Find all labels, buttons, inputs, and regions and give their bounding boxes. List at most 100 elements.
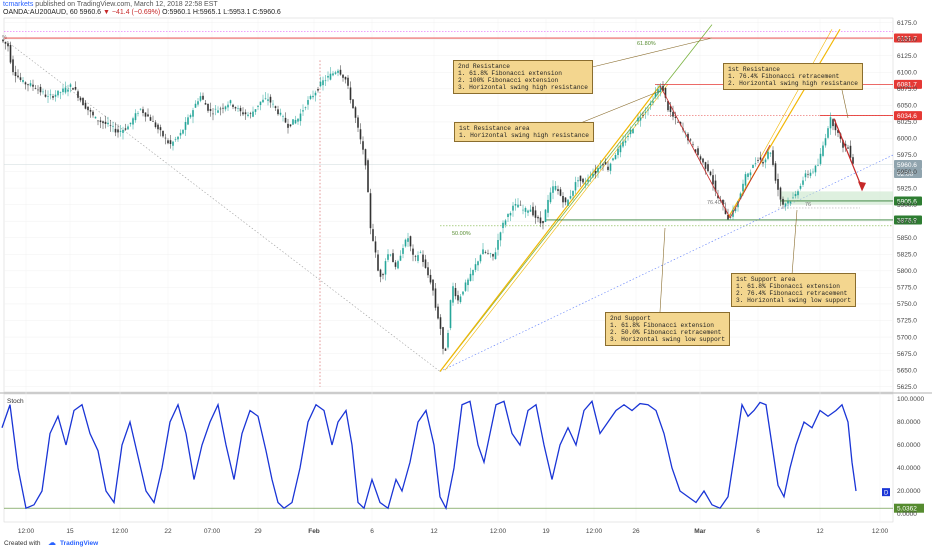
candle-body xyxy=(844,143,847,147)
candle-body xyxy=(687,133,689,141)
created-with-label: Created with xyxy=(4,540,41,547)
candle-body xyxy=(812,171,814,173)
y-tick-label: 5700.0 xyxy=(897,334,917,341)
candle-body xyxy=(387,254,389,260)
candle-body xyxy=(752,164,754,169)
price-badge-label: 5876.9 xyxy=(897,217,917,224)
price-badge-label: 5905.6 xyxy=(897,198,917,205)
candle-body xyxy=(237,108,239,109)
callout-title: 1st Resistance area xyxy=(459,125,530,132)
x-tick-label: 6 xyxy=(370,528,374,535)
y-tick-label: 5825.0 xyxy=(897,252,917,259)
arrow-head xyxy=(858,181,866,192)
candle-body xyxy=(54,94,57,97)
candle-body xyxy=(674,116,677,118)
candle-body xyxy=(559,189,562,196)
candle-body xyxy=(579,175,582,182)
y-tick-label: 6075.0 xyxy=(897,86,917,93)
candle-body xyxy=(587,179,589,182)
candle-body xyxy=(282,116,284,117)
y-tick-label: 5875.0 xyxy=(897,218,917,225)
x-tick-label: 22 xyxy=(164,528,172,535)
callout-2nd-resistance[interactable]: 2nd Resistance 1. 61.8% Fibonacci extens… xyxy=(453,60,593,94)
candle-body xyxy=(452,286,454,303)
candle-body xyxy=(294,119,297,124)
candle-body xyxy=(642,114,644,116)
candle-body xyxy=(79,97,82,101)
candle-body xyxy=(407,238,409,242)
callout-line: 2. Horizontal swing high resistance xyxy=(728,80,858,87)
callout-pointer xyxy=(579,37,713,71)
fib-extension-line xyxy=(439,24,713,372)
callout-title: 1st Support area xyxy=(736,276,796,283)
candle-body xyxy=(132,118,134,125)
candle-body xyxy=(4,41,7,44)
candle-body xyxy=(467,279,469,286)
candle-body xyxy=(689,139,692,141)
x-tick-label: 26 xyxy=(632,528,640,535)
stoch-line xyxy=(1,399,857,511)
x-tick-label: 12 xyxy=(430,528,438,535)
candle-body xyxy=(462,291,464,295)
callout-line: 3. Horizontal swing high resistance xyxy=(458,84,588,91)
candle-body xyxy=(122,129,124,133)
swing-arrow xyxy=(659,85,731,219)
callout-1st-support-area[interactable]: 1st Support area 1. 61.8% Fibonacci exte… xyxy=(731,273,857,307)
candle-body xyxy=(342,74,344,78)
candle-body xyxy=(709,171,712,176)
candle-body xyxy=(702,158,704,163)
candle-body xyxy=(562,195,564,203)
callout-1st-resistance-area[interactable]: 1st Resistance area 1. Horizontal swing … xyxy=(454,122,594,142)
candle-body xyxy=(329,73,332,80)
candle-body xyxy=(704,162,707,169)
candle-body xyxy=(534,210,537,218)
candle-body xyxy=(264,98,267,99)
candle-body xyxy=(347,77,349,86)
candle-body xyxy=(637,117,639,122)
tradingview-logo-icon: ☁ xyxy=(48,538,56,547)
candle-body xyxy=(422,254,424,263)
candle-body xyxy=(537,216,539,219)
candle-body xyxy=(182,129,184,134)
candle-body xyxy=(272,103,274,105)
candle-body xyxy=(764,159,767,163)
candle-body xyxy=(112,125,114,127)
callout-2nd-support[interactable]: 2nd Support 1. 61.8% Fibonacci extension… xyxy=(605,312,731,346)
candle-body xyxy=(712,175,714,185)
candle-body xyxy=(357,117,359,128)
candle-body xyxy=(349,87,352,100)
candle-body xyxy=(737,201,739,208)
candle-body xyxy=(572,190,574,196)
candle-body xyxy=(789,201,792,204)
candle-body xyxy=(424,259,427,268)
candle-body xyxy=(749,172,752,176)
symbol-info: OANDA:AU200AUD, 60 5960.6 ▼ −41.4 (−0.69… xyxy=(3,9,281,16)
candle-body xyxy=(297,118,299,122)
candle-body xyxy=(539,217,542,224)
candle-body xyxy=(14,72,17,76)
candle-body xyxy=(722,199,724,205)
candle-body xyxy=(369,193,372,229)
callout-title: 2nd Support xyxy=(610,315,651,322)
candle-body xyxy=(532,206,534,216)
candle-body xyxy=(332,73,334,76)
candle-body xyxy=(277,109,279,115)
candle-body xyxy=(597,168,599,173)
candle-body xyxy=(189,115,192,118)
callout-line: 1. 61.8% Fibonacci extension xyxy=(458,70,562,77)
x-tick-label: 29 xyxy=(254,528,262,535)
candle-body xyxy=(344,76,347,80)
candle-body xyxy=(449,300,452,329)
stoch-badge-label: 5.0362 xyxy=(897,506,917,513)
candle-body xyxy=(392,253,394,263)
candle-body xyxy=(454,288,457,297)
candle-body xyxy=(312,95,314,98)
y-tick-label: 5950.0 xyxy=(897,169,917,176)
author-name[interactable]: tcmarkets xyxy=(3,1,34,8)
x-tick-label: 07:00 xyxy=(204,528,221,535)
candle-body xyxy=(524,208,527,212)
candle-body xyxy=(817,165,819,166)
tradingview-brand[interactable]: TradingView xyxy=(60,540,99,547)
callout-1st-resistance[interactable]: 1st Resistance 1. 76.4% Fibonacci retrac… xyxy=(723,63,863,90)
candle-body xyxy=(292,119,294,125)
